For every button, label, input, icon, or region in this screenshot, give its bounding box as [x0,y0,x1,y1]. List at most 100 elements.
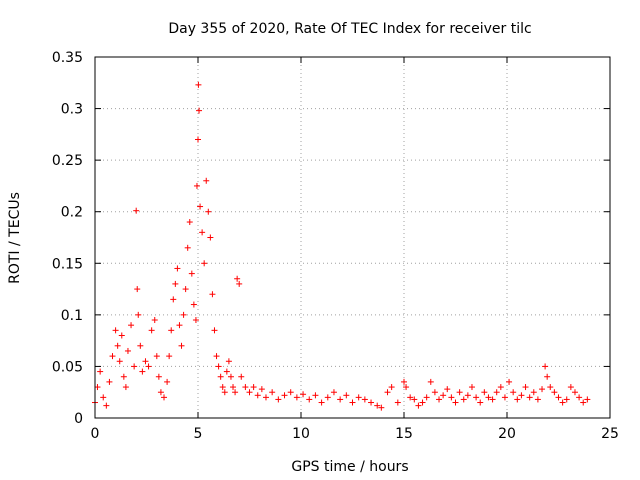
data-point [514,396,521,403]
data-point [444,386,451,393]
data-point [238,373,245,380]
data-point [188,270,195,277]
data-marks [92,81,591,411]
data-point [192,317,199,324]
data-point [539,386,546,393]
data-point [368,399,375,406]
data-point [236,280,243,287]
data-point [324,394,331,401]
data-point [269,389,276,396]
data-point [497,384,504,391]
data-point [148,327,155,334]
data-point [207,234,214,241]
data-point [330,389,337,396]
data-point [124,347,131,354]
data-point [423,394,430,401]
data-point [197,203,204,210]
x-tick-label: 5 [194,426,203,442]
data-point [580,399,587,406]
x-axis-title: GPS time / hours [291,459,408,475]
y-tick-label: 0.3 [61,102,83,118]
data-point [139,368,146,375]
data-point [258,386,265,393]
data-point [195,136,201,143]
chart-title: Day 355 of 2020, Rate Of TEC Index for r… [168,21,531,37]
data-point [186,219,193,226]
data-point [196,107,203,114]
data-point [349,399,356,406]
data-point [166,353,173,360]
data-point [109,353,116,360]
data-point [250,384,257,391]
data-point [419,399,426,406]
data-point [215,363,222,370]
data-point [275,396,282,403]
data-point [118,332,125,339]
y-tick-label: 0 [74,411,83,427]
data-point [448,394,455,401]
data-point [563,396,570,403]
data-point [287,389,294,396]
data-point [227,373,234,380]
data-point [378,404,385,411]
x-tick-label: 20 [498,426,516,442]
data-point [157,389,164,396]
data-point [530,389,537,396]
data-point [388,384,395,391]
data-point [306,396,313,403]
data-point [401,378,407,385]
data-point [510,389,517,396]
data-point [547,384,554,391]
data-point [219,384,226,391]
data-point [485,394,492,401]
data-point [155,373,162,380]
data-point [534,396,541,403]
data-point [355,394,362,401]
data-point [394,399,401,406]
data-point [468,384,475,391]
data-point [361,396,368,403]
data-point [203,177,210,184]
data-point [337,396,344,403]
data-point [145,363,152,370]
data-point [176,322,183,329]
data-point [374,402,381,409]
data-point [131,363,138,370]
x-tick-label: 25 [601,426,619,442]
data-point [225,358,232,365]
data-point [518,392,525,399]
data-point [170,296,177,303]
data-point [223,368,230,375]
x-tick-label: 15 [395,426,413,442]
data-point [116,358,123,365]
data-point [254,392,261,399]
data-point [161,394,168,401]
data-point [415,402,422,409]
data-point [230,384,237,391]
data-point [411,396,418,403]
data-point [100,394,107,401]
data-point [201,260,208,267]
data-point [213,353,220,360]
data-point [312,392,319,399]
data-point [473,394,480,401]
data-point [151,317,158,324]
y-axis-title: ROTI / TECUs [7,192,23,284]
data-point [190,301,197,308]
plot-frame [94,56,611,419]
data-point [114,342,121,349]
data-point [106,378,113,385]
data-point [180,311,187,318]
data-point [551,389,558,396]
data-point [489,396,496,403]
data-point [281,392,288,399]
data-point [221,389,228,396]
data-point [407,394,414,401]
data-point [112,327,119,334]
y-tick-label: 0.1 [61,308,83,324]
data-point [403,384,410,391]
data-point [460,396,467,403]
x-tick-labels: 0 5 10 15 20 25 [91,426,619,442]
data-point [567,384,574,391]
